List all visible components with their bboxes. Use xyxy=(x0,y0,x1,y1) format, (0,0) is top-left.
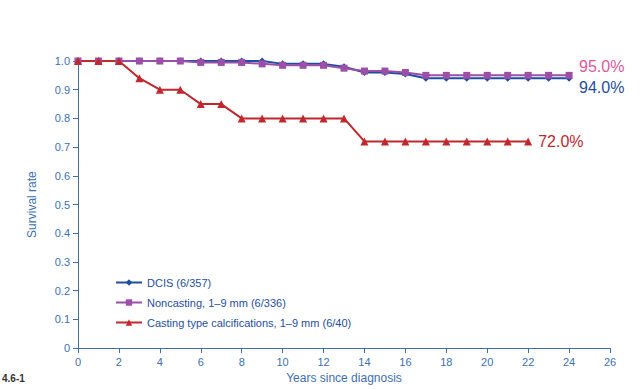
svg-text:0.2: 0.2 xyxy=(55,285,70,297)
svg-text:DCIS (6/357): DCIS (6/357) xyxy=(147,277,211,289)
svg-text:Survival rate: Survival rate xyxy=(25,171,39,238)
svg-text:6: 6 xyxy=(198,356,204,368)
svg-text:0.9: 0.9 xyxy=(55,84,70,96)
svg-text:Casting type calcifications, 1: Casting type calcifications, 1–9 mm (6/4… xyxy=(147,317,351,329)
svg-text:10: 10 xyxy=(276,356,288,368)
svg-text:0: 0 xyxy=(64,342,70,354)
svg-text:0.5: 0.5 xyxy=(55,199,70,211)
svg-text:22: 22 xyxy=(522,356,534,368)
svg-text:20: 20 xyxy=(481,356,493,368)
svg-text:95.0%: 95.0% xyxy=(579,58,624,75)
svg-text:8: 8 xyxy=(239,356,245,368)
svg-text:72.0%: 72.0% xyxy=(538,133,583,150)
svg-text:16: 16 xyxy=(399,356,411,368)
svg-text:18: 18 xyxy=(440,356,452,368)
svg-text:Noncasting, 1–9 mm (6/336): Noncasting, 1–9 mm (6/336) xyxy=(147,297,286,309)
svg-text:0.6: 0.6 xyxy=(55,170,70,182)
svg-text:26: 26 xyxy=(604,356,616,368)
svg-text:0: 0 xyxy=(75,356,81,368)
svg-text:2: 2 xyxy=(116,356,122,368)
svg-text:12: 12 xyxy=(317,356,329,368)
svg-text:Years since diagnosis: Years since diagnosis xyxy=(286,371,402,385)
svg-text:14: 14 xyxy=(358,356,370,368)
svg-text:24: 24 xyxy=(563,356,575,368)
svg-text:0.4: 0.4 xyxy=(55,227,70,239)
svg-text:94.0%: 94.0% xyxy=(579,79,624,96)
svg-text:0.3: 0.3 xyxy=(55,256,70,268)
svg-text:0.7: 0.7 xyxy=(55,141,70,153)
svg-text:1.0: 1.0 xyxy=(55,55,70,67)
svg-text:4.6-1: 4.6-1 xyxy=(2,373,25,384)
svg-text:0.8: 0.8 xyxy=(55,112,70,124)
svg-text:0.1: 0.1 xyxy=(55,313,70,325)
svg-text:4: 4 xyxy=(157,356,163,368)
